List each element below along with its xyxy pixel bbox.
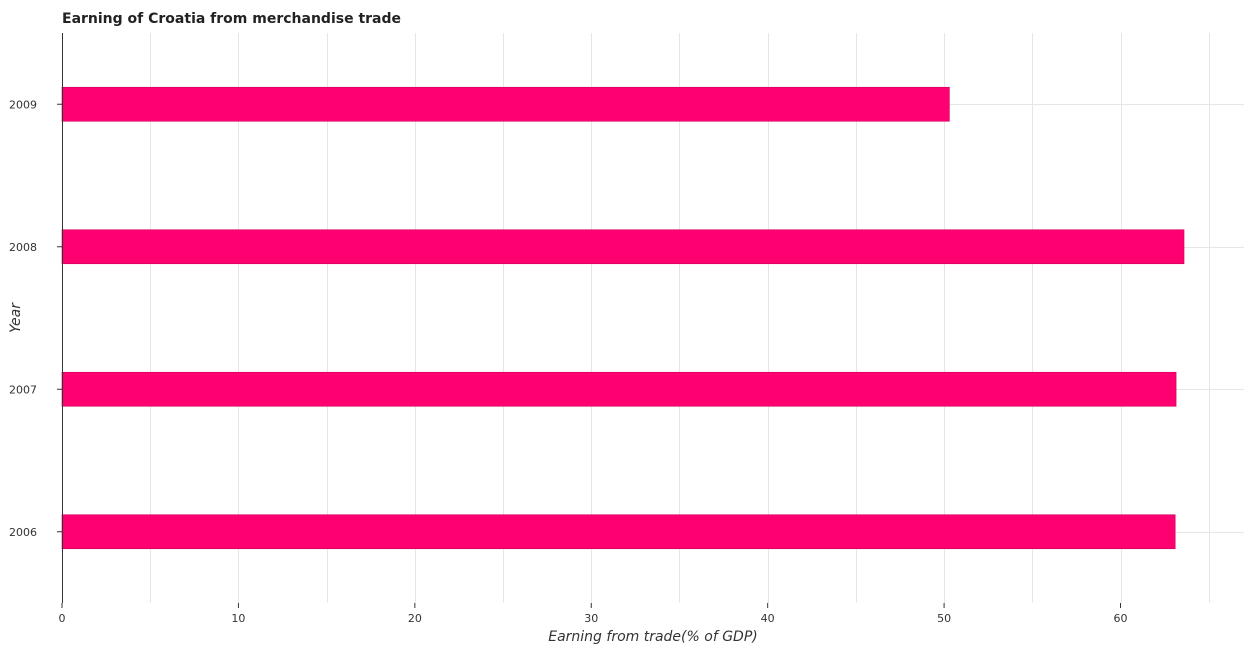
bar-2008 bbox=[61, 229, 1185, 265]
x-tick-label: 0 bbox=[59, 612, 66, 625]
y-ticks: 2006 2007 2008 2009 bbox=[9, 98, 62, 539]
bar-2007 bbox=[61, 371, 1177, 407]
chart-title: Earning of Croatia from merchandise trad… bbox=[62, 11, 401, 27]
bar-2006 bbox=[61, 514, 1176, 550]
y-tick-label: 2006 bbox=[9, 526, 37, 539]
x-axis-label: Earning from trade(% of GDP) bbox=[548, 629, 758, 645]
y-tick-label: 2007 bbox=[9, 383, 37, 396]
x-tick-label: 10 bbox=[231, 612, 245, 625]
bar-2009 bbox=[61, 86, 950, 122]
x-tick-label: 40 bbox=[761, 612, 775, 625]
x-tick-label: 20 bbox=[408, 612, 422, 625]
x-tick-label: 60 bbox=[1114, 612, 1128, 625]
y-tick-label: 2009 bbox=[9, 98, 37, 111]
y-tick-label: 2008 bbox=[9, 241, 37, 254]
x-ticks: 0 10 20 30 40 50 60 bbox=[59, 603, 1128, 625]
x-tick-label: 50 bbox=[937, 612, 951, 625]
y-axis-label: Year bbox=[8, 302, 24, 333]
bars bbox=[61, 86, 1185, 550]
x-tick-label: 30 bbox=[584, 612, 598, 625]
